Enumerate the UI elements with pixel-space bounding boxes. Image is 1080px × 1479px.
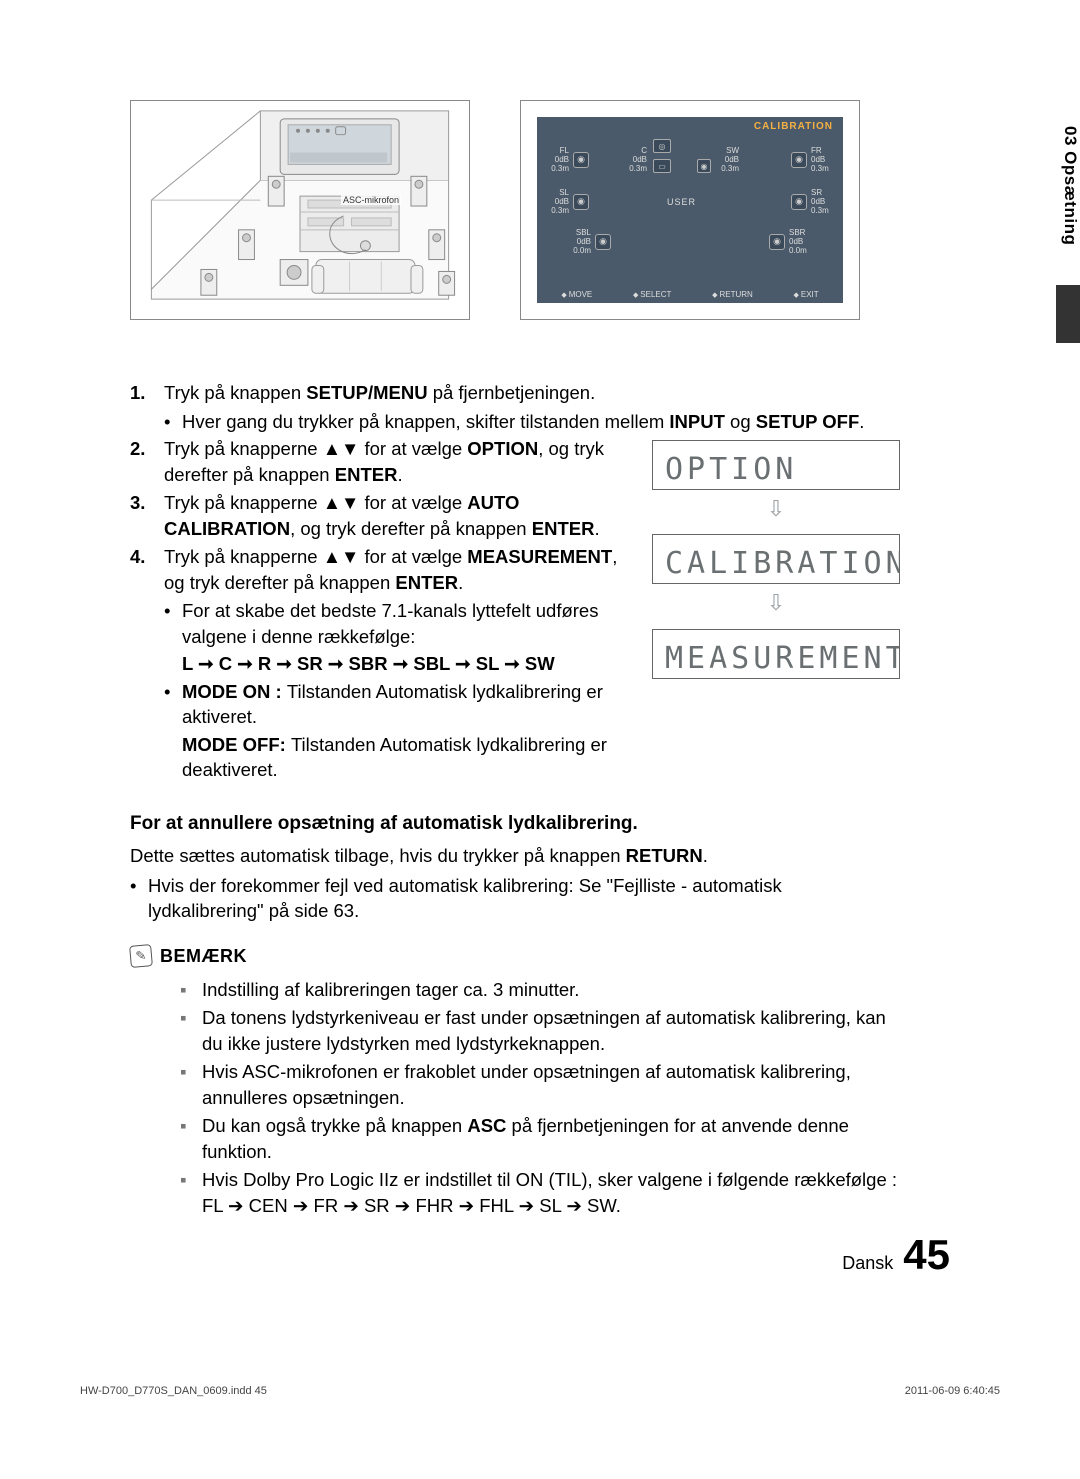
osd-user-label: USER <box>667 197 696 207</box>
instructions: 1. Tryk på knappen SETUP/MENU på fjernbe… <box>130 380 900 1218</box>
receiver-icon: ▭ <box>653 159 671 173</box>
receiver-icon: ◉ <box>697 159 711 173</box>
speaker-icon: ◉ <box>595 234 611 250</box>
note-heading: ✎ BEMÆRK <box>130 944 900 969</box>
print-footer: HW-D700_D770S_DAN_0609.indd 45 2011-06-0… <box>80 1385 1000 1397</box>
page-content: ASC-mikrofon CALIBRATION FL0dB0.3m ◉ C0d… <box>130 100 900 1221</box>
lcd-option: OPTION <box>652 440 900 490</box>
speaker-icon: ◉ <box>573 152 589 168</box>
speaker-icon: ◉ <box>791 194 807 210</box>
page-number: Dansk 45 <box>842 1231 950 1279</box>
osd-screenshot: CALIBRATION FL0dB0.3m ◉ C0dB0.3m ◎ ▭ ◉ S… <box>520 100 860 320</box>
lcd-sequence: OPTION ⇩ CALIBRATION ⇩ MEASUREMENT <box>652 436 900 679</box>
arrow-down-icon: ⇩ <box>652 588 900 618</box>
asc-mic-label: ASC-mikrofon <box>341 195 401 205</box>
osd-title: CALIBRATION <box>754 121 833 132</box>
section-tab: 03 Opsætning <box>1054 120 1080 280</box>
thumb-index-stub <box>1056 285 1080 343</box>
osd-help-bar: MOVE SELECT RETURN EXIT <box>537 288 843 301</box>
room-diagram: ASC-mikrofon <box>130 100 470 320</box>
speaker-icon: ◉ <box>769 234 785 250</box>
lcd-measurement: MEASUREMENT <box>652 629 900 679</box>
arrow-down-icon: ⇩ <box>652 494 900 524</box>
speaker-icon: ◉ <box>791 152 807 168</box>
cancel-heading: For at annullere opsætning af automatisk… <box>130 811 900 837</box>
cancel-text: Dette sættes automatisk tilbage, hvis du… <box>130 843 900 869</box>
center-speaker-icon: ◎ <box>653 139 671 153</box>
note-list: ▪Indstilling af kalibreringen tager ca. … <box>130 977 900 1219</box>
lcd-calibration: CALIBRATION <box>652 534 900 584</box>
note-icon: ✎ <box>129 944 153 968</box>
speaker-icon: ◉ <box>573 194 589 210</box>
